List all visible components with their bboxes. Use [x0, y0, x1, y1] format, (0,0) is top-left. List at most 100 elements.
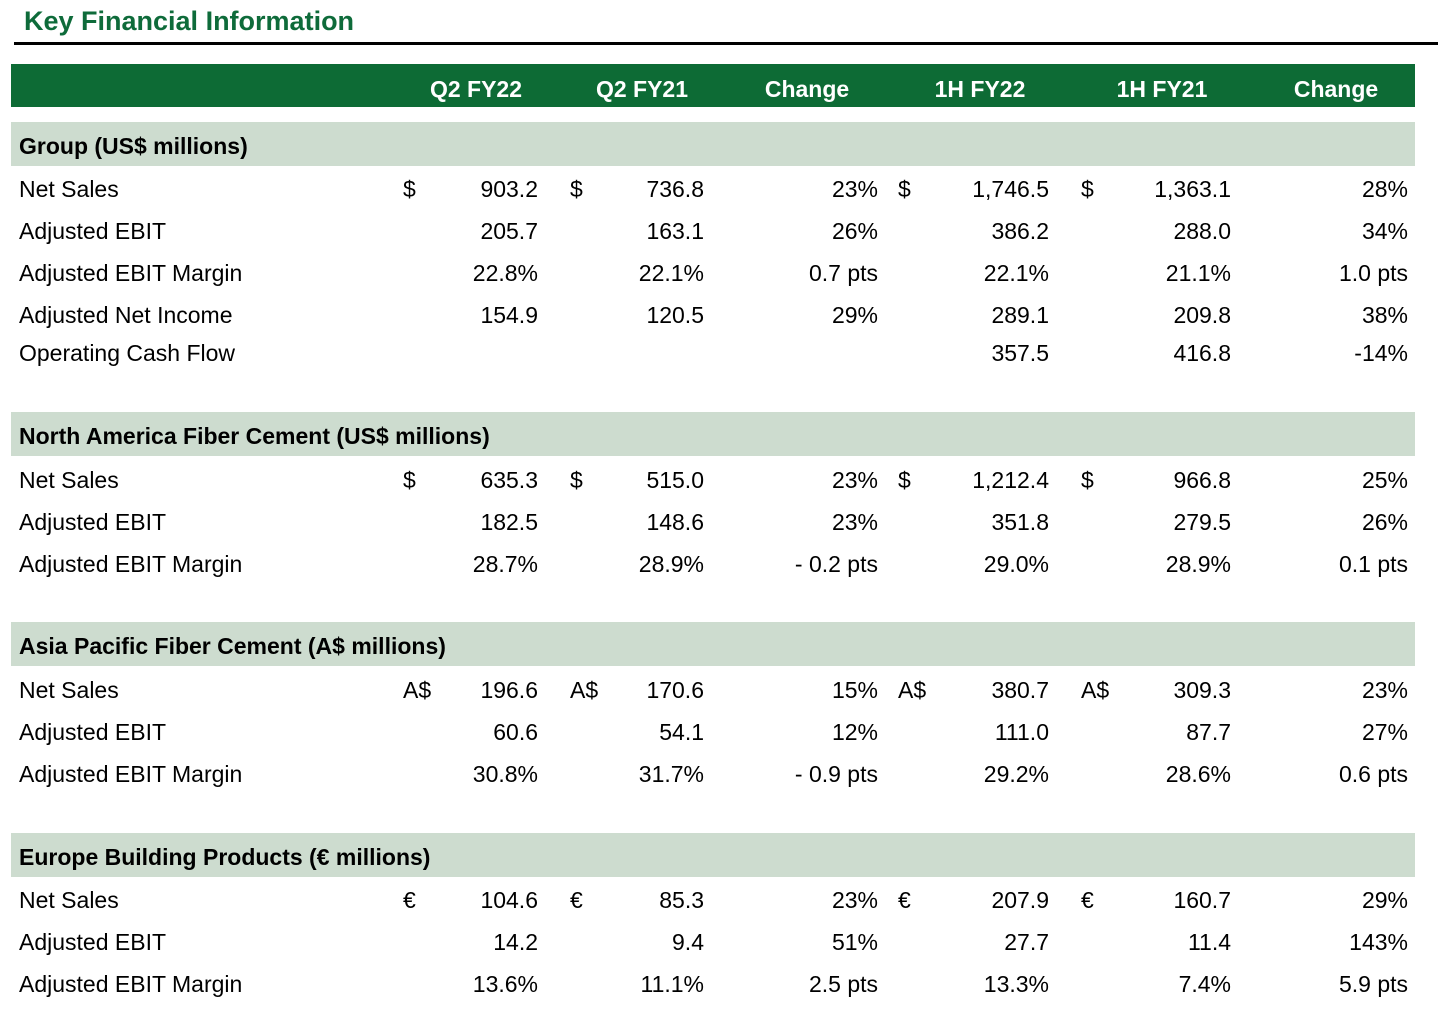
cell-h1-change: 27%: [1361, 719, 1408, 745]
cell-h1-change: 0.6 pts: [1338, 761, 1408, 787]
cell-q2fy22: 182.5: [480, 509, 538, 535]
cell-h1fy22: 27.7: [1004, 929, 1049, 955]
cell-h1fy21: 1,363.1: [1154, 176, 1231, 202]
currency-symbol: €: [403, 887, 416, 913]
cell-q2-change: 23%: [831, 509, 878, 535]
cell-q2-change: 2.5 pts: [808, 971, 878, 997]
section-title: Asia Pacific Fiber Cement (A$ millions): [19, 633, 446, 659]
cell-h1fy21: 11.4: [1187, 929, 1231, 955]
title-divider: [14, 42, 1438, 45]
table-row: Adjusted EBIT 60.6 54.1 12% 111.0 87.7 27%: [0, 711, 1444, 753]
row-label: Operating Cash Flow: [19, 340, 236, 366]
table-row: Net Sales €104.6 €85.3 23% €207.9 €160.7 29%: [0, 879, 1444, 921]
table-row: Operating Cash Flow 357.5 416.8 -14%: [0, 332, 1444, 374]
col-header-1hfy21: 1H FY21: [1116, 76, 1208, 102]
currency-symbol: $: [1081, 176, 1094, 202]
cell-q2fy22: 60.6: [493, 719, 538, 745]
cell-q2fy22: 104.6: [480, 887, 538, 913]
cell-h1fy22: 29.0%: [983, 551, 1049, 577]
row-label: Adjusted EBIT: [19, 218, 167, 244]
cell-q2fy21: 11.1%: [640, 971, 704, 997]
table-row: Adjusted EBIT 182.5 148.6 23% 351.8 279.5 26%: [0, 501, 1444, 543]
currency-symbol: $: [570, 176, 583, 202]
section-header: Asia Pacific Fiber Cement (A$ millions): [11, 622, 1415, 666]
cell-h1-change: 29%: [1361, 887, 1408, 913]
section-title: Group (US$ millions): [19, 133, 248, 159]
cell-q2-change: - 0.2 pts: [794, 551, 878, 577]
cell-h1fy22: 386.2: [991, 218, 1049, 244]
table-row: Adjusted EBIT Margin 28.7% 28.9% - 0.2 pts 2…: [0, 543, 1444, 585]
cell-h1fy22: 1,746.5: [972, 176, 1049, 202]
cell-q2fy21: 31.7%: [638, 761, 704, 787]
row-label: Adjusted EBIT Margin: [19, 260, 243, 286]
currency-symbol: €: [898, 887, 911, 913]
row-label: Adjusted EBIT Margin: [19, 761, 243, 787]
cell-q2-change: 26%: [831, 218, 878, 244]
cell-h1fy21: 288.0: [1173, 218, 1231, 244]
cell-q2-change: 0.7 pts: [808, 260, 878, 286]
cell-h1fy22: 351.8: [991, 509, 1049, 535]
row-label: Net Sales: [19, 467, 119, 493]
cell-h1fy22: 29.2%: [983, 761, 1049, 787]
cell-q2fy21: 85.3: [659, 887, 704, 913]
cell-q2fy22: 196.6: [480, 677, 538, 703]
cell-q2-change: 23%: [831, 467, 878, 493]
cell-q2fy22: 13.6%: [472, 971, 538, 997]
currency-symbol: $: [898, 176, 911, 202]
row-label: Adjusted EBIT: [19, 719, 167, 745]
row-label: Net Sales: [19, 176, 119, 202]
cell-h1-change: 0.1 pts: [1338, 551, 1408, 577]
cell-h1fy21: 279.5: [1173, 509, 1231, 535]
cell-q2fy22: 14.2: [493, 929, 538, 955]
cell-h1fy22: 357.5: [991, 340, 1049, 366]
col-header-q2fy21: Q2 FY21: [595, 76, 689, 102]
cell-q2fy21: 736.8: [646, 176, 704, 202]
cell-q2-change: 51%: [831, 929, 878, 955]
cell-q2fy22: 205.7: [480, 218, 538, 244]
cell-h1-change: 143%: [1349, 929, 1408, 955]
cell-q2fy21: 170.6: [646, 677, 704, 703]
row-label: Adjusted EBIT Margin: [19, 551, 243, 577]
cell-h1-change: -14%: [1354, 340, 1408, 366]
table-row: Net Sales A$ 196.6 A$ 170.6 15% A$ 380.7 A$ 309.3…: [0, 669, 1444, 711]
col-header-q2-change: Change: [764, 76, 850, 102]
row-label: Adjusted EBIT Margin: [19, 971, 243, 997]
cell-h1-change: 5.9 pts: [1338, 971, 1408, 997]
cell-h1fy21: 28.6%: [1165, 761, 1231, 787]
table-row: Adjusted Net Income 154.9 120.5 29% 289.1 209…: [0, 294, 1444, 336]
col-header-1hfy22: 1H FY22: [934, 76, 1026, 102]
table-row: Net Sales $903.2 $736.8 23% $1,746.5 $1,363.1…: [0, 168, 1444, 210]
cell-h1fy21: 21.1%: [1165, 260, 1231, 286]
currency-symbol: A$: [403, 677, 432, 703]
cell-q2fy21: 28.9%: [638, 551, 704, 577]
cell-h1-change: 34%: [1361, 218, 1408, 244]
cell-q2fy21: 120.5: [646, 302, 704, 328]
cell-h1fy22: 1,212.4: [972, 467, 1049, 493]
table-row: Adjusted EBIT Margin 13.6% 11.1% 2.5 pts 13.…: [0, 963, 1444, 1005]
col-header-1h-change: Change: [1293, 76, 1379, 102]
cell-h1fy21: 416.8: [1173, 340, 1231, 366]
section-header: North America Fiber Cement (US$ millions…: [11, 412, 1415, 456]
currency-symbol: A$: [570, 677, 599, 703]
cell-q2-change: 23%: [831, 176, 878, 202]
cell-q2fy21: 148.6: [646, 509, 704, 535]
cell-q2-change: 12%: [831, 719, 878, 745]
table-row: Net Sales $635.3 $515.0 23% $1,212.4 $966.8 25…: [0, 459, 1444, 501]
cell-h1-change: 28%: [1361, 176, 1408, 202]
row-label: Adjusted EBIT: [19, 929, 167, 955]
section-title: North America Fiber Cement (US$ millions…: [19, 423, 490, 449]
cell-q2-change: - 0.9 pts: [794, 761, 878, 787]
cell-q2fy22: 903.2: [480, 176, 538, 202]
cell-h1fy22: 380.7: [991, 677, 1049, 703]
cell-q2fy21: 163.1: [646, 218, 704, 244]
currency-symbol: $: [570, 467, 583, 493]
row-label: Net Sales: [19, 887, 119, 913]
table-row: Adjusted EBIT 205.7 163.1 26% 386.2 288.0 34%: [0, 210, 1444, 252]
cell-q2fy22: 30.8%: [472, 761, 538, 787]
cell-h1fy22: 22.1%: [983, 260, 1049, 286]
table-row: Adjusted EBIT 14.2 9.4 51% 27.7 11.4 143%: [0, 921, 1444, 963]
cell-q2fy22: 635.3: [480, 467, 538, 493]
cell-q2fy22: 28.7%: [472, 551, 538, 577]
cell-h1fy21: 209.8: [1173, 302, 1231, 328]
currency-symbol: $: [403, 176, 416, 202]
